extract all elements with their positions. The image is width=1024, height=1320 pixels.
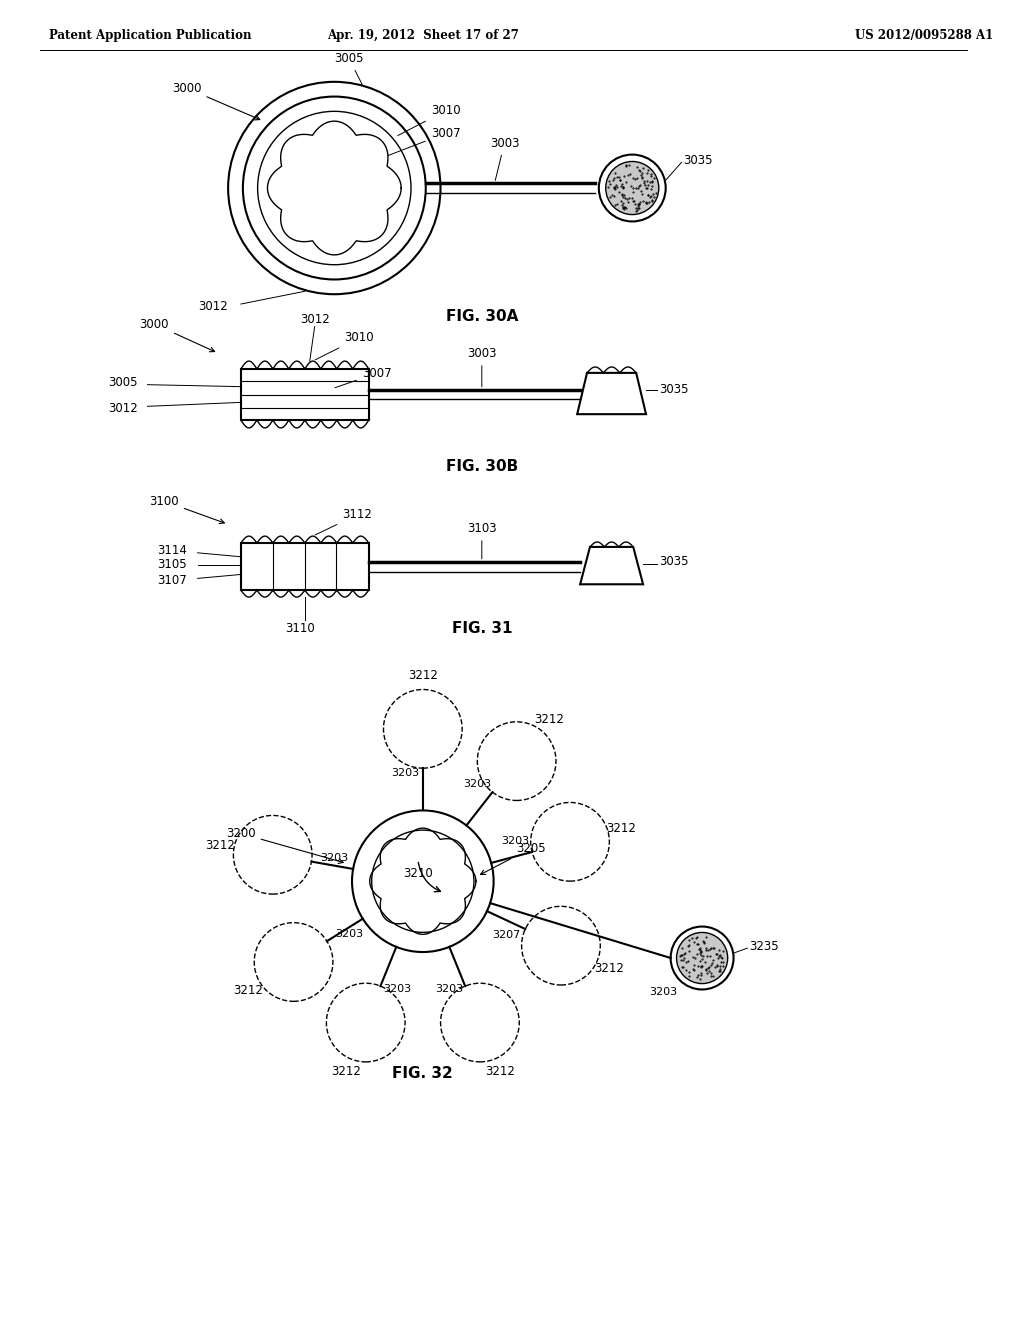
Text: 3212: 3212 xyxy=(331,1065,360,1078)
Text: 3003: 3003 xyxy=(467,347,497,387)
Circle shape xyxy=(677,932,728,983)
Text: FIG. 30B: FIG. 30B xyxy=(445,459,518,474)
Text: 3035: 3035 xyxy=(658,383,688,396)
Polygon shape xyxy=(581,546,643,585)
Text: FIG. 31: FIG. 31 xyxy=(452,622,512,636)
Text: Patent Application Publication: Patent Application Publication xyxy=(49,29,252,42)
Text: 3010: 3010 xyxy=(397,104,461,136)
Text: 3010: 3010 xyxy=(315,331,374,360)
Text: 3212: 3212 xyxy=(535,713,564,726)
Text: 3012: 3012 xyxy=(199,300,228,313)
Circle shape xyxy=(530,803,609,882)
Text: 3007: 3007 xyxy=(388,127,461,156)
Circle shape xyxy=(521,907,600,985)
Text: US 2012/0095288 A1: US 2012/0095288 A1 xyxy=(855,29,993,42)
Text: 3212: 3212 xyxy=(606,821,636,834)
Circle shape xyxy=(606,161,658,215)
Text: 3012: 3012 xyxy=(300,313,330,326)
Text: 3203: 3203 xyxy=(383,985,411,994)
Text: 3203: 3203 xyxy=(319,853,348,862)
Circle shape xyxy=(440,983,519,1061)
Circle shape xyxy=(327,983,406,1061)
Text: 3203: 3203 xyxy=(649,987,677,998)
Text: 3212: 3212 xyxy=(594,961,624,974)
Text: 3000: 3000 xyxy=(172,82,260,120)
Text: 3114: 3114 xyxy=(157,544,186,557)
Bar xyxy=(241,370,369,420)
Text: 3012: 3012 xyxy=(108,401,137,414)
Text: FIG. 32: FIG. 32 xyxy=(392,1065,454,1081)
Text: 3210: 3210 xyxy=(403,867,433,880)
Text: 3035: 3035 xyxy=(658,556,688,568)
Polygon shape xyxy=(578,372,646,414)
Text: 3007: 3007 xyxy=(335,367,391,388)
Bar xyxy=(241,543,369,590)
Text: 3212: 3212 xyxy=(206,840,236,851)
Text: 3203: 3203 xyxy=(391,768,419,777)
Text: 3005: 3005 xyxy=(334,53,364,86)
Text: 3110: 3110 xyxy=(285,622,314,635)
Circle shape xyxy=(599,154,666,222)
Text: 3100: 3100 xyxy=(150,495,224,524)
Text: FIG. 30A: FIG. 30A xyxy=(445,309,518,323)
Circle shape xyxy=(352,810,494,952)
Text: 3203: 3203 xyxy=(464,779,492,789)
Text: 3112: 3112 xyxy=(315,508,372,535)
Circle shape xyxy=(233,816,312,894)
Text: 3200: 3200 xyxy=(226,828,343,863)
Circle shape xyxy=(477,722,556,800)
Text: 3103: 3103 xyxy=(467,523,497,558)
Text: 3105: 3105 xyxy=(158,558,186,572)
Text: 3203: 3203 xyxy=(435,985,464,994)
Text: 3000: 3000 xyxy=(139,318,215,351)
Text: 3212: 3212 xyxy=(408,669,437,682)
Circle shape xyxy=(671,927,733,990)
Text: 3205: 3205 xyxy=(480,842,546,874)
Text: 3212: 3212 xyxy=(484,1065,515,1078)
Text: 3107: 3107 xyxy=(157,574,186,587)
Circle shape xyxy=(383,689,462,768)
Text: 3203: 3203 xyxy=(502,837,529,846)
Text: 3203: 3203 xyxy=(335,929,362,939)
Text: 3207: 3207 xyxy=(492,929,520,940)
Text: Apr. 19, 2012  Sheet 17 of 27: Apr. 19, 2012 Sheet 17 of 27 xyxy=(327,29,519,42)
Text: 3005: 3005 xyxy=(109,376,137,389)
Text: 3035: 3035 xyxy=(683,154,713,168)
Text: 3212: 3212 xyxy=(233,983,263,997)
Circle shape xyxy=(254,923,333,1002)
Text: 3235: 3235 xyxy=(750,940,779,953)
Text: 3003: 3003 xyxy=(489,137,519,181)
